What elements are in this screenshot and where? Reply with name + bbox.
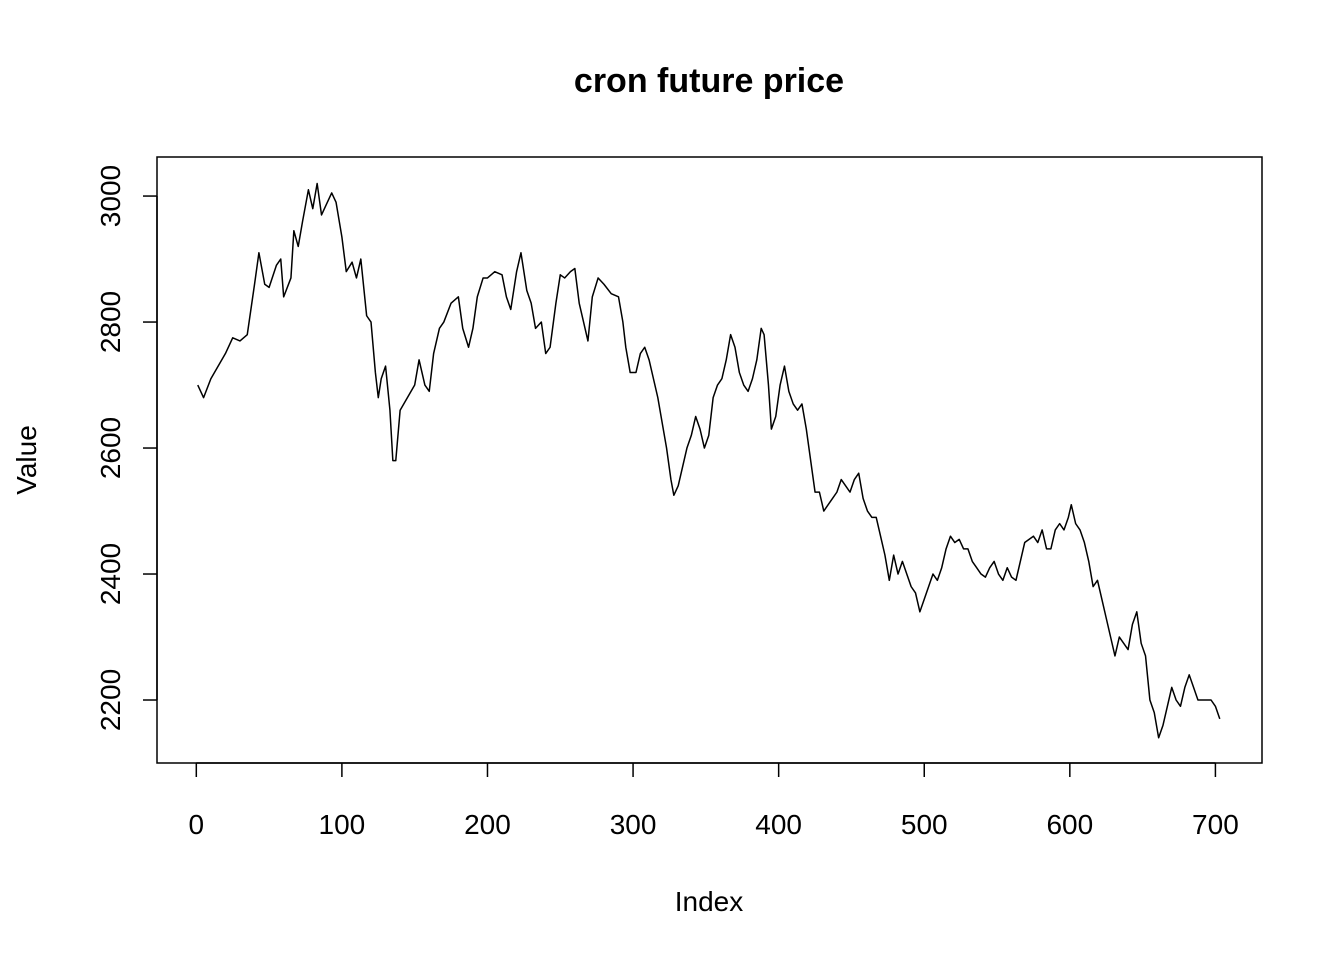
x-tick-label: 200 (464, 809, 511, 840)
y-tick-label: 2200 (95, 669, 126, 731)
chart-title: cron future price (574, 62, 844, 100)
y-tick-label: 2400 (95, 543, 126, 605)
y-tick-label: 3000 (95, 165, 126, 227)
x-tick-label: 400 (755, 809, 802, 840)
y-axis-label: Value (11, 425, 42, 495)
data-line (197, 182, 1221, 739)
x-axis-label: Index (675, 886, 744, 917)
x-tick-label: 600 (1046, 809, 1093, 840)
x-tick-label: 0 (189, 809, 205, 840)
y-tick-label: 2600 (95, 417, 126, 479)
x-tick-label: 100 (319, 809, 366, 840)
x-tick-label: 700 (1192, 809, 1239, 840)
x-tick-label: 500 (901, 809, 948, 840)
x-tick-label: 300 (610, 809, 657, 840)
y-tick-label: 2800 (95, 291, 126, 353)
